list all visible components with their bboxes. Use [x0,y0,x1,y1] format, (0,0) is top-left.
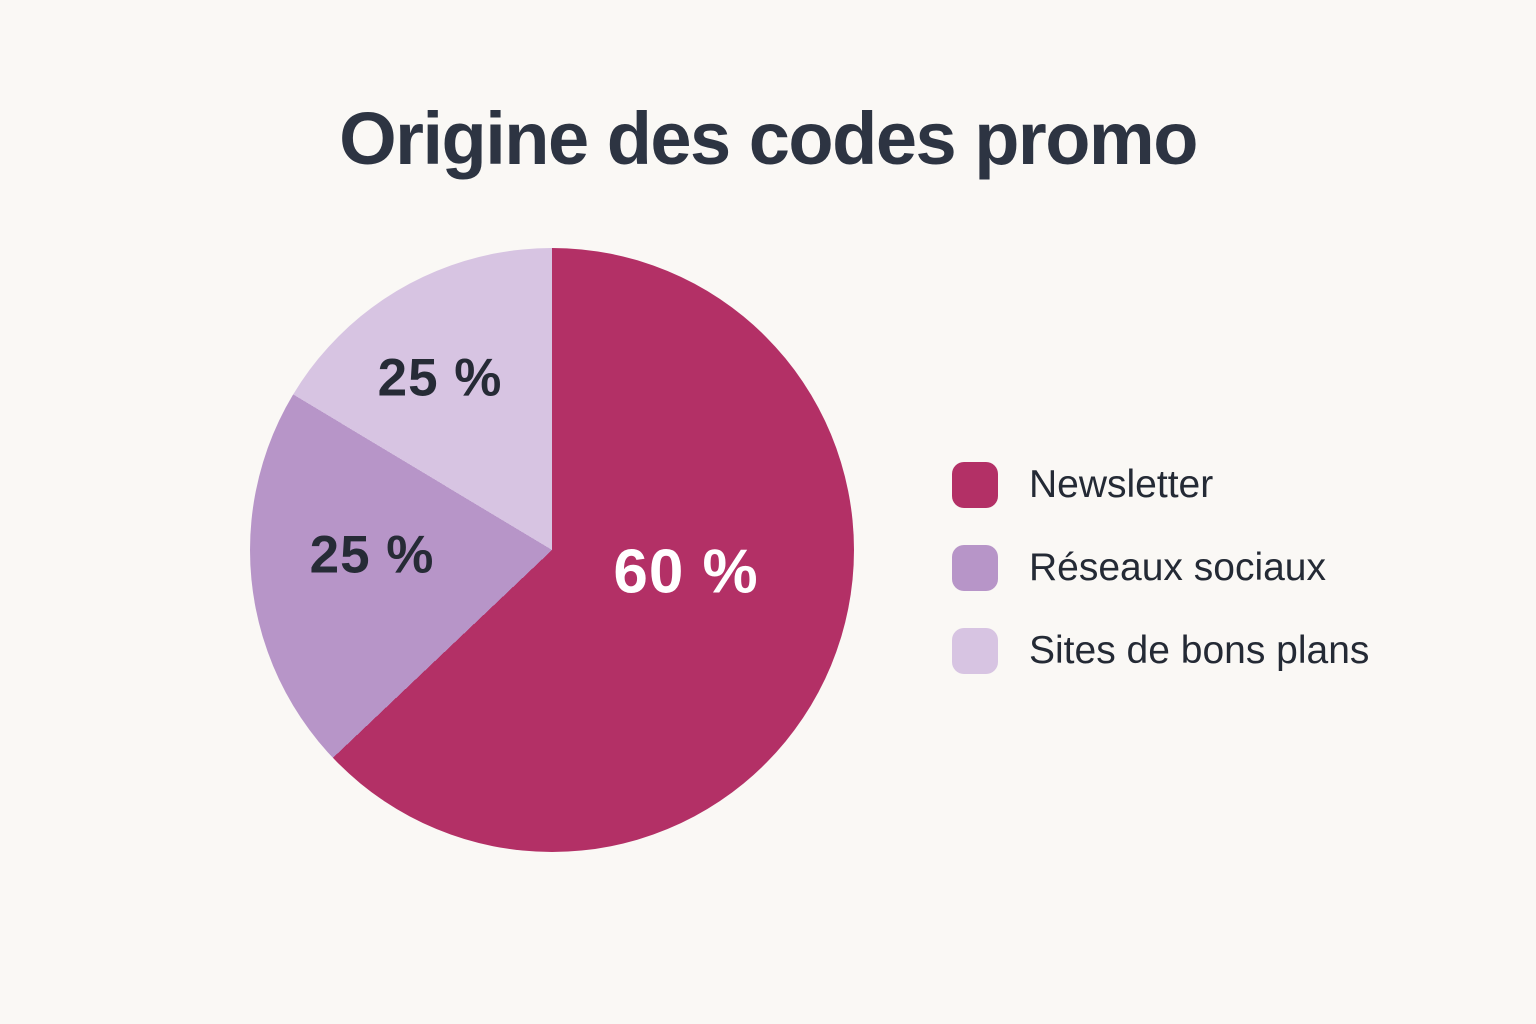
legend-label-newsletter: Newsletter [1029,463,1214,506]
pie-slice-value-reseaux-sociaux: 25 % [309,525,435,585]
pie-slice-value-newsletter: 60 % [613,537,759,607]
legend-label-reseaux-sociaux: Réseaux sociaux [1029,546,1326,589]
legend-item-sites-de-bons-plans: Sites de bons plans [952,628,1369,674]
pie-slice-value-sites-de-bons-plans: 25 % [377,348,503,408]
legend-label-sites-de-bons-plans: Sites de bons plans [1029,629,1370,672]
legend: Newsletter Réseaux sociaux Sites de bons… [952,462,1369,674]
legend-item-newsletter: Newsletter [952,462,1369,508]
legend-swatch-newsletter [952,462,998,508]
pie-chart: 60 % 25 % 25 % [250,248,854,852]
legend-item-reseaux-sociaux: Réseaux sociaux [952,545,1369,591]
chart-title: Origine des codes promo [339,97,1198,180]
legend-swatch-sites-de-bons-plans [952,628,998,674]
legend-swatch-reseaux-sociaux [952,545,998,591]
